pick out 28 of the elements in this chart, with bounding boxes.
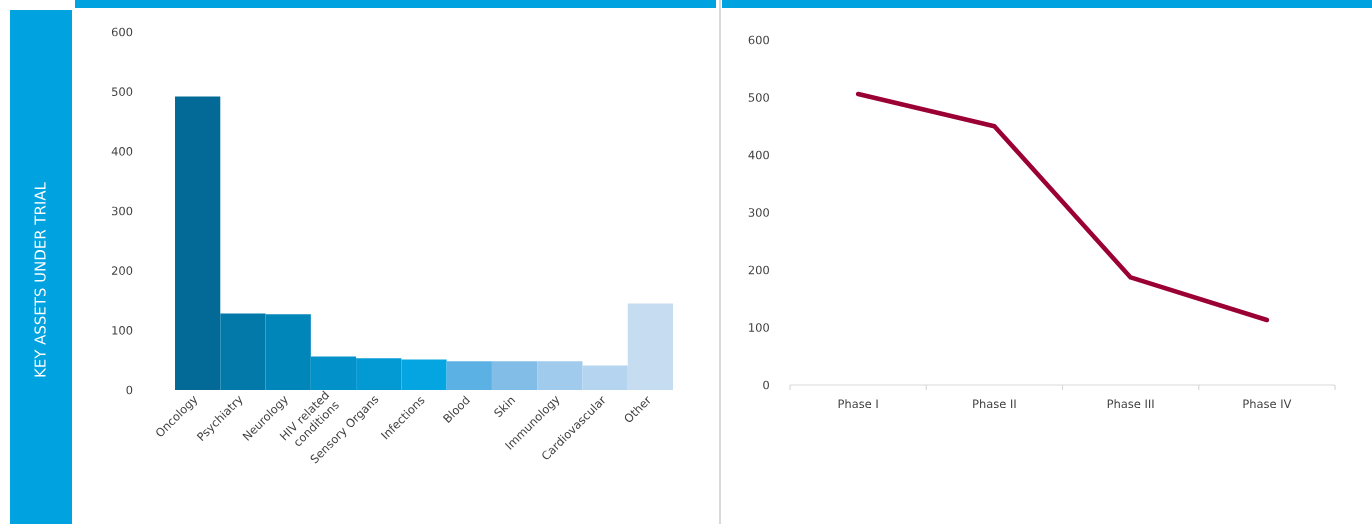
y-tick-label: 200 — [748, 265, 769, 275]
bar — [446, 361, 492, 390]
y-axis-title: KEY ASSETS UNDER TRIAL — [34, 182, 46, 377]
y-tick-label: 300 — [748, 208, 769, 217]
y-tick-label: 400 — [111, 146, 133, 156]
x-tick-label: Phase II — [973, 399, 1016, 409]
bar — [220, 313, 266, 390]
y-tick-label: 300 — [112, 206, 133, 216]
x-tick-label: Phase IV — [1243, 399, 1292, 409]
y-tick-label: 600 — [111, 27, 133, 37]
bar — [175, 96, 221, 390]
bar — [537, 361, 583, 390]
bar — [627, 303, 674, 390]
y-tick-label: 100 — [749, 323, 769, 332]
x-tick-label: Phase I — [838, 399, 878, 409]
bar — [265, 314, 311, 390]
y-tick-label: 100 — [112, 325, 133, 335]
y-tick-label: 200 — [111, 266, 133, 275]
y-tick-label: 600 — [748, 35, 769, 45]
y-tick-label: 500 — [748, 93, 769, 102]
y-tick-label: 0 — [126, 385, 133, 395]
x-tick-label: Phase III — [1107, 399, 1154, 409]
line-series — [855, 91, 1270, 323]
y-tick-label: 0 — [763, 380, 769, 390]
bar — [582, 365, 628, 390]
y-tick-label: 500 — [112, 87, 133, 96]
bar — [491, 361, 538, 390]
y-tick-label: 400 — [748, 150, 769, 160]
